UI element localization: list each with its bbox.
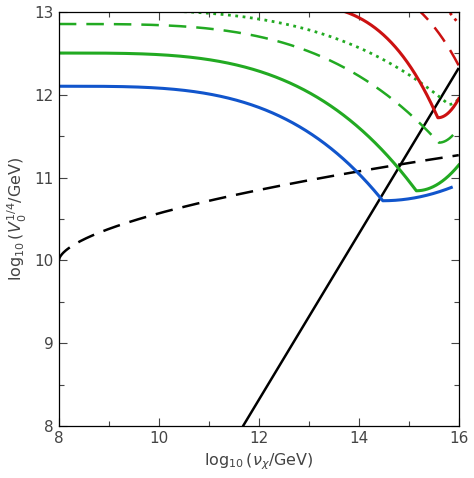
X-axis label: $\log_{10}(\nu_\chi/\mathrm{GeV})$: $\log_{10}(\nu_\chi/\mathrm{GeV})$ <box>204 452 314 472</box>
Y-axis label: $\log_{10}(V_0^{1/4}/\mathrm{GeV})$: $\log_{10}(V_0^{1/4}/\mathrm{GeV})$ <box>6 157 29 281</box>
